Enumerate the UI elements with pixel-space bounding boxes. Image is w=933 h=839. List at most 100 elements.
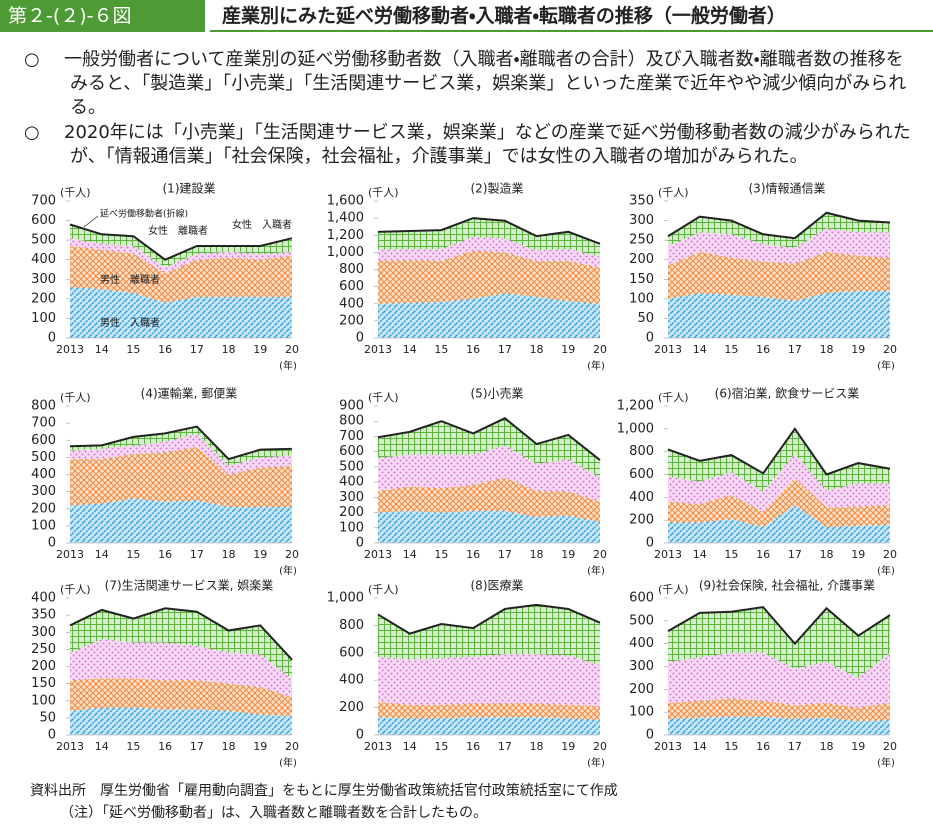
y-tick-label: 800 (629, 444, 654, 459)
x-tick-label: 20 (593, 343, 607, 356)
stacked-area (70, 426, 292, 466)
y-tick-label: 1,200 (617, 399, 654, 414)
x-tick-label: 15 (434, 548, 448, 561)
x-tick-label: 14 (95, 548, 109, 561)
x-tick-label: 16 (756, 740, 770, 753)
x-tick-label: 15 (724, 740, 738, 753)
x-tick-label: 17 (190, 548, 204, 561)
bullet-marker: ○ (24, 49, 40, 70)
x-tick-label: 20 (593, 740, 607, 753)
stacked-area (378, 218, 600, 257)
chart-title: (7)生活関連サービス業, 娯楽業 (105, 579, 274, 593)
chart-title: (3)情報通信業 (749, 182, 826, 196)
series-label: 女性 離職者 (148, 224, 208, 237)
total-line (667, 606, 891, 646)
x-tick-label: 15 (126, 740, 140, 753)
y-tick-label: 200 (629, 252, 654, 267)
stacked-area (378, 293, 600, 338)
x-tick-label: 16 (158, 343, 172, 356)
x-tick-label: 16 (466, 548, 480, 561)
y-tick-label: 100 (31, 311, 56, 326)
stacked-area (378, 250, 600, 304)
y-tick-label: 400 (339, 475, 364, 490)
x-tick-label: 19 (253, 343, 267, 356)
y-tick-label: 500 (31, 450, 56, 465)
y-tick-label: 0 (48, 728, 56, 743)
x-tick-label: 17 (190, 343, 204, 356)
y-tick-label: 500 (339, 459, 364, 474)
stacked-area (378, 511, 600, 543)
y-tick-label: 600 (339, 444, 364, 459)
x-tick-label: 18 (530, 548, 544, 561)
series-label: 延べ労働移動者(折線) (100, 208, 188, 220)
y-tick-label: 600 (31, 433, 56, 448)
chart-title: (5)小売業 (471, 386, 524, 401)
y-tick-label: 300 (629, 213, 654, 228)
bullet-text: 一般労働者について産業別の延べ労働移動者数（入職者・離職者の合計）及び入職者数・… (64, 49, 907, 118)
stacked-area (70, 224, 292, 268)
y-tick-label: 250 (31, 642, 56, 657)
x-tick-label: 2013 (56, 740, 84, 753)
stacked-area (668, 228, 890, 266)
y-tick-label: 0 (356, 536, 364, 551)
x-tick-label: 14 (693, 740, 707, 753)
y-tick-label: 700 (339, 429, 364, 444)
stacked-area (378, 654, 600, 707)
y-tick-label: 400 (339, 296, 364, 311)
x-tick-label: 2013 (364, 343, 392, 356)
y-tick-label: 0 (356, 331, 364, 346)
x-tick-label: 19 (561, 343, 575, 356)
total-line (377, 603, 601, 635)
stacked-area (668, 698, 890, 722)
y-tick-label: 300 (31, 625, 56, 640)
y-unit: (千人) (658, 186, 689, 199)
y-tick-label: 200 (629, 513, 654, 528)
y-tick-label: 150 (629, 272, 654, 287)
y-unit: (千人) (368, 391, 399, 404)
x-unit: (年) (279, 564, 297, 577)
y-tick-label: 350 (31, 608, 56, 623)
x-unit: (年) (587, 564, 605, 577)
y-tick-label: 200 (629, 682, 654, 697)
stacked-area (668, 428, 890, 492)
x-tick-label: 18 (820, 740, 834, 753)
stacked-area (378, 236, 600, 268)
x-tick-label: 20 (285, 343, 299, 356)
y-tick-label: 0 (646, 331, 654, 346)
y-tick-label: 700 (31, 416, 56, 431)
figure-number: 第２-(２)-６図 (0, 0, 205, 32)
y-tick-label: 50 (637, 311, 654, 326)
y-tick-label: 400 (31, 252, 56, 267)
x-tick-label: 16 (466, 343, 480, 356)
y-tick-label: 200 (31, 501, 56, 516)
x-tick-label: 17 (788, 343, 802, 356)
source-note: 資料出所 厚生労働省「雇用動向調査」をもとに厚生労働省政策統括官付政策統括室にて… (30, 783, 618, 799)
chart-title: (1)建設業 (163, 182, 216, 196)
stacked-area (668, 716, 890, 735)
y-tick-label: 300 (31, 272, 56, 287)
x-unit: (年) (877, 564, 895, 577)
x-tick-label: 2013 (56, 343, 84, 356)
x-tick-label: 19 (561, 548, 575, 561)
total-line (377, 417, 601, 461)
stacked-area (378, 604, 600, 666)
y-tick-label: 600 (339, 279, 364, 294)
stacked-area (70, 246, 292, 303)
total-line (69, 425, 293, 461)
stacked-area (668, 212, 890, 248)
total-line (69, 223, 293, 261)
chart-title: (4)運輸業, 郵便業 (141, 387, 238, 401)
y-tick-label: 50 (39, 710, 56, 725)
x-tick-label: 18 (222, 740, 236, 753)
x-unit: (年) (279, 359, 297, 372)
y-tick-label: 600 (31, 213, 56, 228)
y-tick-label: 400 (31, 591, 56, 606)
y-tick-label: 400 (339, 673, 364, 688)
bullet-marker: ○ (24, 122, 40, 143)
x-tick-label: 18 (820, 343, 834, 356)
x-tick-label: 19 (851, 548, 865, 561)
stacked-area (668, 251, 890, 301)
stacked-area (668, 652, 890, 708)
x-tick-label: 17 (190, 740, 204, 753)
x-tick-label: 2013 (654, 343, 682, 356)
